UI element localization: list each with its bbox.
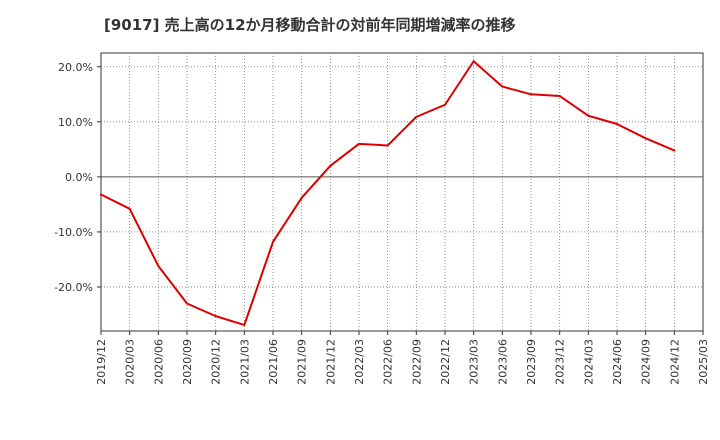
- series-layer: [100, 60, 676, 326]
- data-point: [386, 144, 389, 147]
- data-point: [558, 94, 561, 97]
- x-tick-label: 2023/09: [525, 339, 538, 385]
- x-tick-label: 2020/12: [210, 339, 223, 385]
- y-tick-label: -10.0%: [54, 226, 93, 239]
- x-tick-label: 2022/03: [353, 339, 366, 385]
- data-point: [157, 265, 160, 268]
- x-tick-label: 2021/03: [238, 339, 251, 385]
- x-tick-label: 2021/09: [296, 339, 309, 385]
- y-tick-label: 0.0%: [65, 171, 93, 184]
- grid-layer: [101, 53, 703, 331]
- data-point: [100, 193, 102, 196]
- data-point: [300, 196, 303, 199]
- data-point: [128, 207, 131, 210]
- x-tick-label: 2021/12: [324, 339, 337, 385]
- label-layer: -20.0% -10.0% 0.0% 10.0% 20.0% 2019/12 2020/03…: [54, 61, 710, 385]
- data-point: [644, 137, 647, 140]
- x-tick-label: 2024/12: [668, 339, 681, 385]
- data-point: [214, 315, 217, 318]
- data-point: [530, 93, 532, 96]
- y-tick-label: -20.0%: [54, 281, 93, 294]
- x-tick-label: 2022/09: [410, 339, 423, 385]
- axis-layer: [97, 66, 704, 335]
- data-point: [272, 240, 274, 243]
- x-tick-label: 2023/12: [554, 339, 567, 385]
- data-point: [415, 115, 418, 118]
- x-tick-label: 2024/09: [640, 339, 653, 385]
- x-tick-label: 2023/06: [496, 339, 509, 385]
- data-point: [243, 323, 246, 326]
- x-tick-label: 2022/06: [382, 339, 395, 385]
- x-tick-label: 2023/03: [468, 339, 481, 385]
- data-point: [186, 302, 188, 305]
- x-tick-label: 2025/03: [697, 339, 710, 385]
- x-tick-label: 2024/03: [582, 339, 595, 385]
- x-tick-label: 2024/06: [611, 339, 624, 385]
- chart-title: [9017] 売上高の12か月移動合計の対前年同期増減率の推移: [104, 16, 516, 34]
- x-tick-label: 2019/12: [95, 339, 108, 385]
- x-tick-label: 2020/06: [152, 339, 165, 385]
- data-point: [587, 114, 590, 117]
- plot-area: [100, 52, 704, 332]
- y-tick-label: 20.0%: [58, 61, 93, 74]
- data-point: [444, 103, 446, 106]
- data-point: [358, 142, 360, 145]
- x-tick-label: 2020/09: [181, 339, 194, 385]
- x-tick-label: 2022/12: [439, 339, 452, 385]
- x-tick-label: 2020/03: [124, 339, 137, 385]
- y-tick-label: 10.0%: [58, 116, 93, 129]
- data-point: [673, 149, 676, 152]
- data-point: [501, 85, 504, 88]
- data-point: [472, 60, 475, 63]
- data-point: [329, 164, 332, 167]
- x-tick-label: 2021/06: [267, 339, 280, 385]
- data-point: [616, 123, 618, 126]
